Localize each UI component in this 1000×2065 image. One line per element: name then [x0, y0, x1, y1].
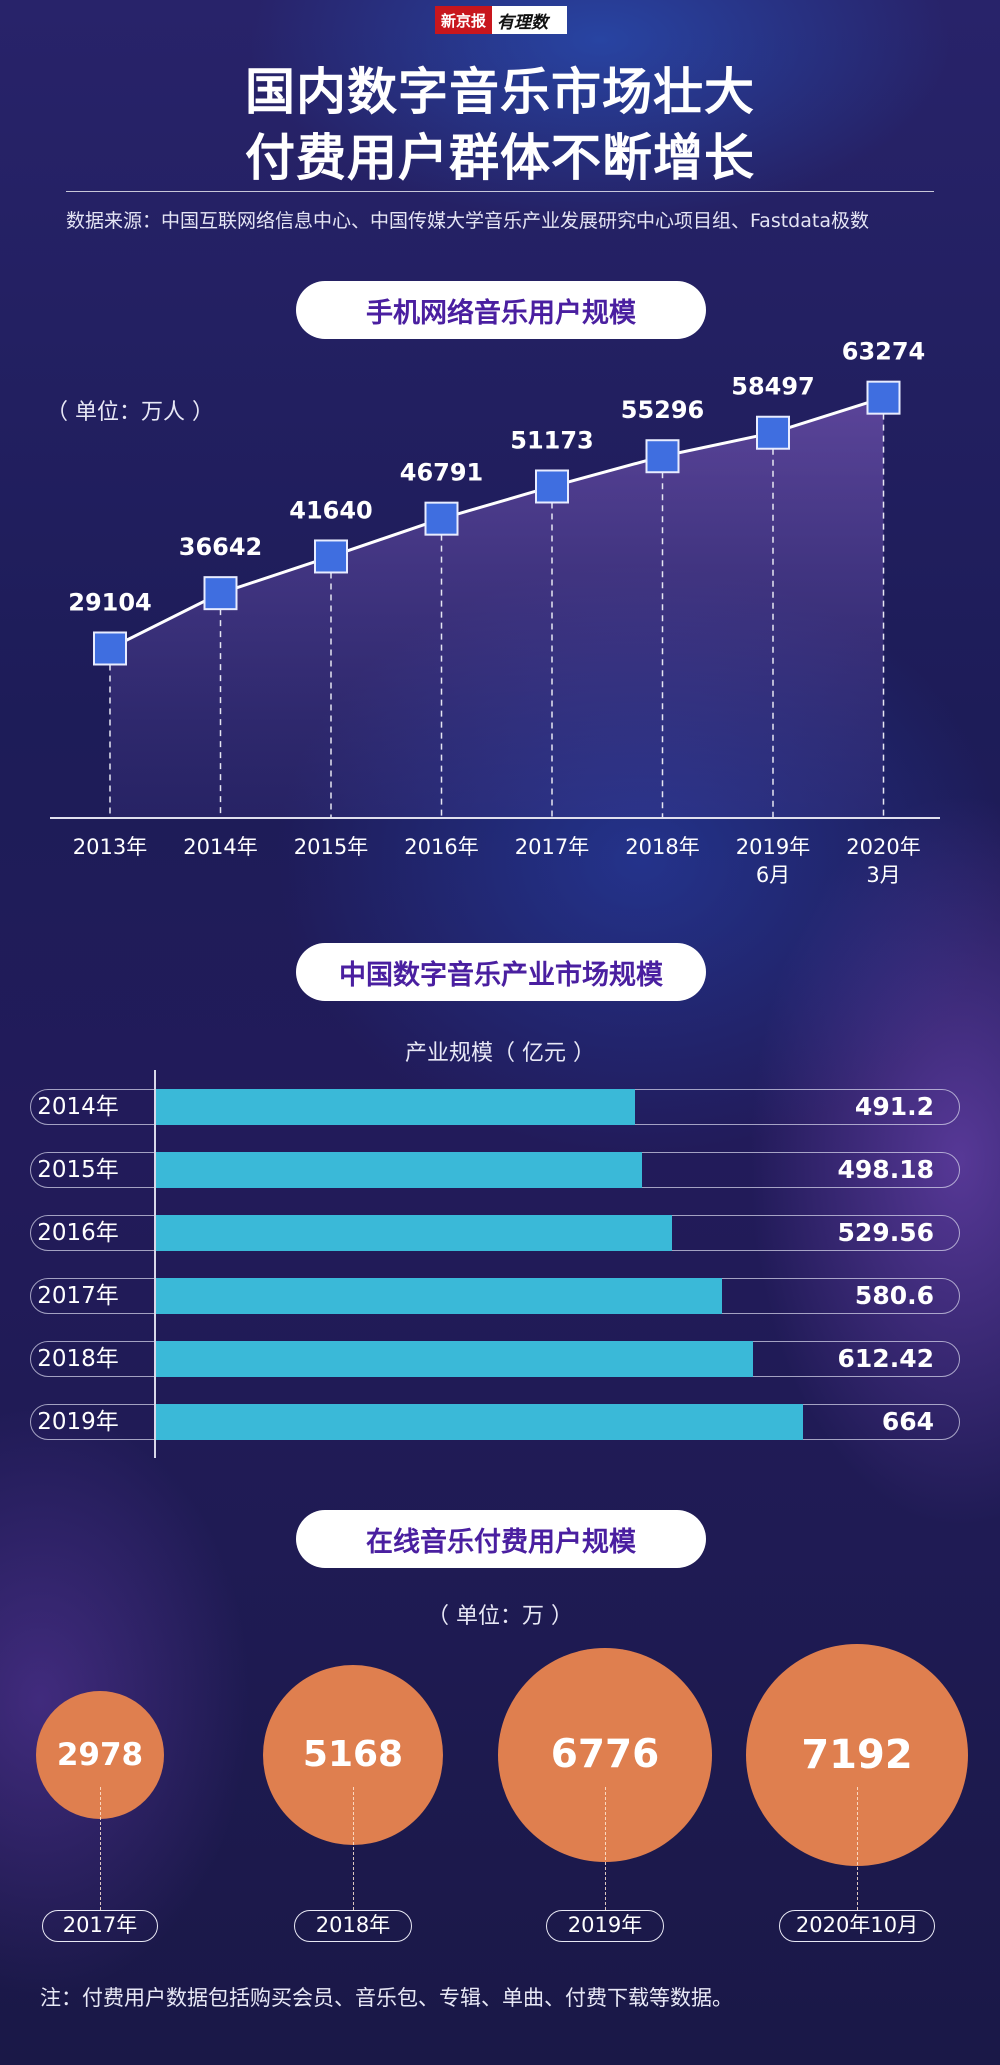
bar	[156, 1404, 804, 1440]
bubble-category-label: 2018年	[294, 1910, 412, 1942]
bar	[156, 1152, 642, 1188]
newspaper-logo: 新京报 有理数	[435, 6, 567, 34]
line-chart-mobile-music-users: 29104 2013年 36642 2014年 41640 2015年 46791 2016年…	[50, 338, 940, 887]
bubble-category-label: 2020年10月	[779, 1910, 935, 1942]
line-chart-marker	[424, 501, 459, 536]
bar-value-label: 580.6	[854, 1281, 934, 1310]
bar	[156, 1341, 754, 1377]
bar-category-label: 2014年	[37, 1094, 119, 1120]
logo-column-text: 有理数	[497, 12, 549, 33]
bar-category-label: 2019年	[37, 1409, 119, 1435]
line-chart-marker	[756, 415, 790, 450]
bubble: 5168	[262, 1664, 444, 1846]
section-title-digital-music-market: 中国数字音乐产业市场规模	[296, 943, 706, 1001]
footnote: 注：付费用户数据包括购买会员、音乐包、专辑、单曲、付费下载等数据。	[40, 1986, 733, 2010]
bubble: 6776	[498, 1648, 712, 1862]
line-chart-marker	[866, 380, 901, 415]
bubble: 2978	[35, 1690, 165, 1820]
unit-label-users: （ 单位：万人 ）	[46, 400, 214, 425]
bubble-category-label: 2019年	[546, 1910, 664, 1942]
line-chart-marker	[314, 539, 348, 574]
line-chart-data-label: 46791	[400, 459, 484, 487]
line-chart-x-tick-label: 2014年	[183, 835, 257, 859]
page-title-line-1: 国内数字音乐市场壮大	[245, 63, 755, 121]
line-chart-data-label: 55296	[621, 396, 705, 424]
line-chart-series-line	[109, 396, 884, 650]
bar-chart-axis	[154, 1070, 156, 1458]
header-divider	[66, 191, 934, 192]
line-chart-x-tick-label: 2020年	[846, 835, 920, 859]
line-chart-marker	[203, 576, 238, 611]
bubble-drop-line	[353, 1787, 354, 1910]
bubble-drop-line	[857, 1787, 858, 1910]
line-chart-area	[110, 397, 884, 818]
bar-value-label: 498.18	[837, 1155, 934, 1184]
line-chart-x-tick-label: 2019年	[736, 835, 810, 859]
data-source: 数据来源：中国互联网络信息中心、中国传媒大学音乐产业发展研究中心项目组、Fast…	[66, 210, 869, 232]
line-chart-x-tick-label: 2018年	[625, 835, 699, 859]
bar-value-label: 491.2	[854, 1092, 934, 1121]
bubble-drop-line	[605, 1787, 606, 1910]
line-chart-data-label: 36642	[179, 533, 263, 561]
line-chart-marker	[535, 469, 569, 504]
logo-brand-text: 新京报	[435, 6, 493, 34]
line-chart-marker	[645, 439, 680, 474]
section-title-paid-users: 在线音乐付费用户规模	[296, 1510, 706, 1568]
bar-value-label: 664	[881, 1407, 934, 1436]
section-title-mobile-music-users: 手机网络音乐用户规模	[296, 281, 706, 339]
bar-category-label: 2015年	[37, 1157, 119, 1183]
bar-chart-unit-label: 产业规模（ 亿元 ）	[405, 1041, 595, 1066]
line-chart-data-label: 41640	[289, 496, 373, 524]
bar-category-label: 2018年	[37, 1346, 119, 1372]
line-chart-x-tick-label: 6月	[756, 863, 790, 887]
line-chart-marker	[93, 631, 127, 666]
bar	[156, 1089, 635, 1125]
line-chart-x-tick-label: 2013年	[73, 835, 147, 859]
line-chart-data-label: 51173	[510, 426, 594, 454]
unit-label-paid-users: （ 单位：万 ）	[427, 1604, 573, 1629]
page-title-line-2: 付费用户群体不断增长	[245, 129, 755, 187]
bar-value-label: 529.56	[837, 1218, 934, 1247]
bubble-category-label: 2017年	[42, 1910, 158, 1942]
line-chart-data-label: 58497	[731, 373, 815, 401]
bar	[156, 1278, 723, 1314]
bar-category-label: 2016年	[37, 1220, 119, 1246]
bar-value-label: 612.42	[837, 1344, 934, 1373]
bar	[156, 1215, 673, 1251]
line-chart-x-tick-label: 2015年	[294, 835, 368, 859]
line-chart-data-label: 29104	[68, 588, 152, 616]
line-chart-x-tick-label: 2017年	[515, 835, 589, 859]
bubble-drop-line	[100, 1787, 101, 1910]
line-chart-x-tick-label: 2016年	[404, 835, 478, 859]
bar-category-label: 2017年	[37, 1283, 119, 1309]
line-chart-x-tick-label: 3月	[866, 863, 900, 887]
line-chart-data-label: 63274	[842, 338, 926, 366]
